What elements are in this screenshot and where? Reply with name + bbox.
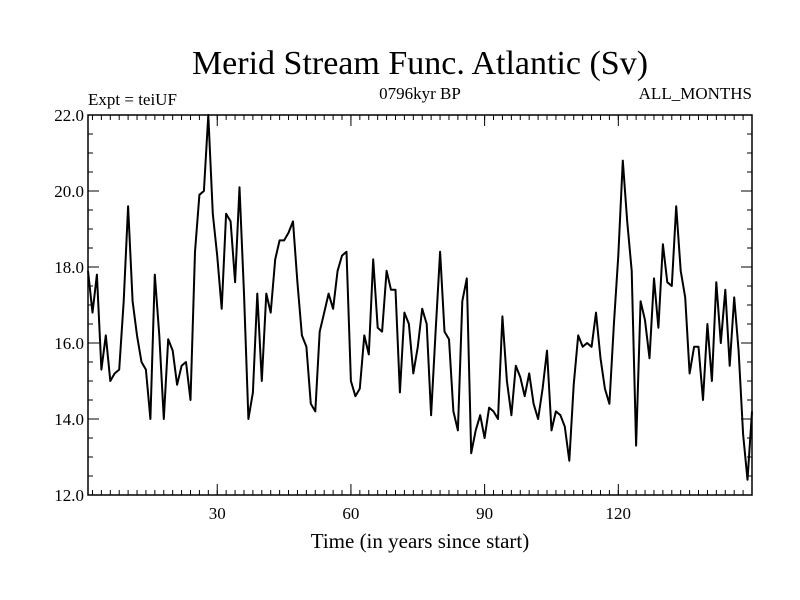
x-tick-label: 30 xyxy=(209,504,226,523)
y-tick-label: 14.0 xyxy=(54,410,84,429)
x-tick-label: 90 xyxy=(476,504,493,523)
subtitle-period: 0796kyr BP xyxy=(379,84,461,103)
axis-tick-labels: 30 60 90 120 12.0 14.0 16.0 18.0 20.0 22.0 xyxy=(54,106,631,523)
plot-frame xyxy=(87,114,753,496)
x-axis-label: Time (in years since start) xyxy=(311,529,530,553)
y-tick-label: 20.0 xyxy=(54,182,84,201)
x-tick-label: 120 xyxy=(606,504,632,523)
subtitle-experiment: Expt = teiUF xyxy=(88,90,177,109)
y-tick-label: 22.0 xyxy=(54,106,84,125)
x-tick-label: 60 xyxy=(342,504,359,523)
y-tick-label: 18.0 xyxy=(54,258,84,277)
series-line xyxy=(87,114,753,481)
y-tick-label: 16.0 xyxy=(54,334,84,353)
chart-title: Merid Stream Func. Atlantic (Sv) xyxy=(192,45,648,82)
subtitle-months: ALL_MONTHS xyxy=(639,84,752,103)
y-tick-label: 12.0 xyxy=(54,486,84,505)
